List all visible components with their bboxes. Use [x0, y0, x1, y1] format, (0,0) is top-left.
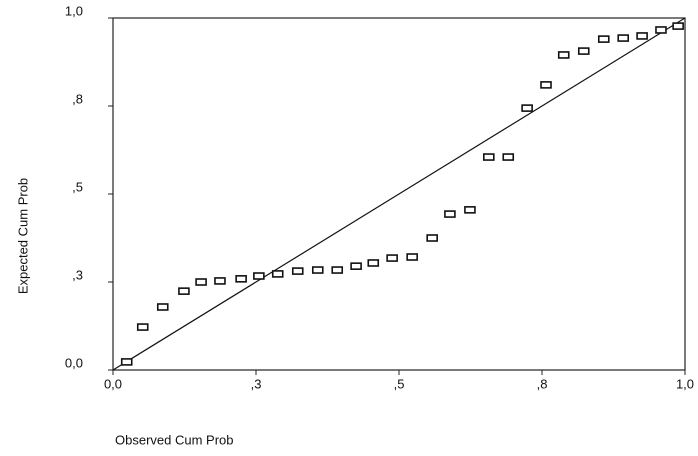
point — [158, 304, 168, 310]
point — [332, 267, 342, 273]
point — [254, 273, 264, 279]
point — [196, 279, 206, 285]
point — [138, 324, 148, 330]
point — [407, 254, 417, 260]
y-tick-label: 0,0 — [65, 355, 83, 370]
point — [293, 268, 303, 274]
point — [579, 48, 589, 54]
point — [503, 154, 513, 160]
point — [236, 276, 246, 282]
point — [387, 255, 397, 261]
x-tick-label: ,8 — [537, 376, 548, 391]
point — [122, 359, 132, 365]
y-tick-label: ,3 — [72, 267, 83, 282]
point — [599, 36, 609, 42]
x-tick-label: ,5 — [394, 376, 405, 391]
x-tick-label: 0,0 — [104, 376, 122, 391]
y-axis-title: Expected Cum Prob — [15, 178, 30, 294]
y-tick-label: ,5 — [72, 179, 83, 194]
chart: Observed Cum Prob Expected Cum Prob 0,0,… — [0, 0, 698, 456]
x-axis-title: Observed Cum Prob — [115, 432, 234, 447]
y-tick-label: ,8 — [72, 91, 83, 106]
point — [427, 235, 437, 241]
point — [368, 260, 378, 266]
point — [522, 105, 532, 111]
point — [313, 267, 323, 273]
point — [215, 278, 225, 284]
point — [484, 154, 494, 160]
point — [673, 23, 683, 29]
point — [618, 35, 628, 41]
point — [541, 82, 551, 88]
point — [656, 27, 666, 33]
point — [179, 288, 189, 294]
point — [273, 271, 283, 277]
x-tick-label: ,3 — [251, 376, 262, 391]
point — [445, 211, 455, 217]
x-tick-label: 1,0 — [676, 376, 694, 391]
y-tick-label: 1,0 — [65, 3, 83, 18]
point — [559, 52, 569, 58]
point — [637, 33, 647, 39]
reference-line — [113, 18, 685, 370]
point — [465, 207, 475, 213]
point — [351, 263, 361, 269]
